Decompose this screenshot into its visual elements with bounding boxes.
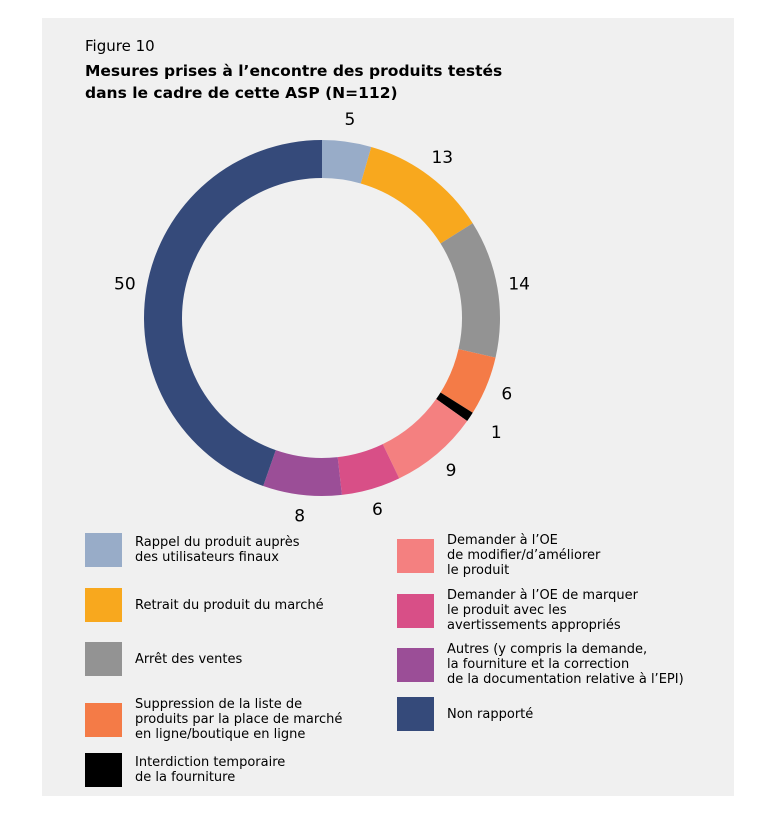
slice-value-label: 9 [446,461,457,481]
legend-item: Rappel du produit auprès des utilisateur… [85,533,299,567]
donut-slice [322,140,372,184]
legend-label: Rappel du produit auprès des utilisateur… [135,535,300,565]
slice-value-label: 6 [501,385,512,405]
figure-title-text: Mesures prises à l’encontre des produits… [85,62,503,102]
legend-label: Demander à l’OE de marquer le produit av… [447,588,638,633]
donut-slice [440,223,501,358]
legend-swatch [397,538,434,573]
figure-label: Figure 10 [85,37,155,55]
legend-item: Suppression de la liste de produits par … [85,697,342,742]
donut-slice [436,392,473,422]
donut-slice [144,140,322,487]
legend-item: Autres (y compris la demande, la fournit… [397,642,684,687]
legend-swatch [85,588,122,622]
donut-slice [440,349,496,413]
legend-swatch [397,647,434,682]
legend-item: Demander à l’OE de modifier/d’améliorer … [397,533,600,578]
figure-panel [42,18,734,796]
legend-item: Retrait du produit du marché [85,588,324,622]
slice-value-label: 14 [508,274,530,294]
slice-value-label: 6 [372,500,383,520]
slice-value-label: 5 [345,110,356,130]
legend-swatch [397,697,434,731]
donut-slice [382,399,468,479]
legend-label: Arrêt des ventes [135,651,243,667]
figure-title: Mesures prises à l’encontre des produits… [85,60,605,104]
slice-value-label: 1 [491,423,502,443]
legend-label: Suppression de la liste de produits par … [135,697,343,742]
legend-label: Interdiction temporaire de la fourniture [135,755,286,785]
legend-label: Non rapporté [447,706,534,722]
legend-swatch [397,593,434,628]
legend-item: Non rapporté [397,697,533,731]
legend-swatch [85,642,122,676]
legend-label: Retrait du produit du marché [135,597,324,613]
donut-slice [360,146,473,244]
slice-value-label: 8 [294,507,305,527]
legend-item: Interdiction temporaire de la fourniture [85,753,285,787]
legend-label: Demander à l’OE de modifier/d’améliorer … [447,533,601,578]
donut-slice [263,450,342,496]
legend-swatch [85,702,122,737]
slice-value-label: 13 [431,148,453,168]
donut-slice [337,444,400,495]
legend-item: Arrêt des ventes [85,642,242,676]
slice-value-label: 50 [114,274,136,294]
legend-swatch [85,753,122,787]
legend-swatch [85,533,122,567]
legend-item: Demander à l’OE de marquer le produit av… [397,588,638,633]
legend-label: Autres (y compris la demande, la fournit… [447,642,684,687]
